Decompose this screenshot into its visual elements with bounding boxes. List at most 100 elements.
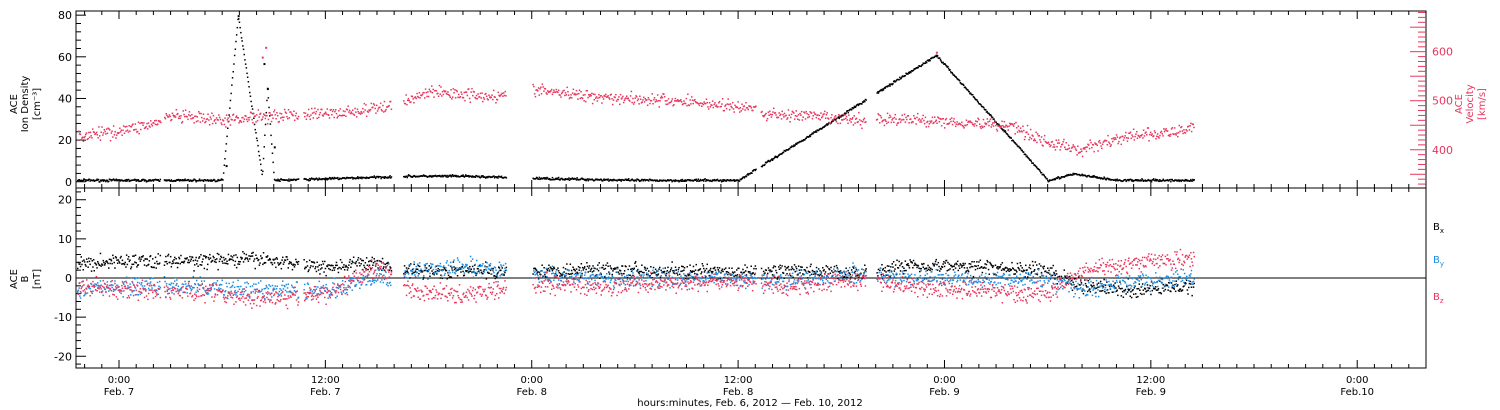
data-point: [1030, 138, 1033, 140]
data-point: [720, 270, 723, 272]
data-point: [101, 264, 104, 266]
data-point: [388, 105, 390, 107]
data-point: [79, 295, 81, 297]
data-point: [217, 119, 219, 121]
data-point: [283, 284, 285, 287]
data-point: [176, 262, 178, 264]
data-point: [557, 91, 559, 93]
data-point: [805, 137, 807, 139]
data-point: [862, 101, 865, 103]
data-point: [943, 265, 946, 268]
data-point: [1064, 276, 1067, 278]
data-point: [819, 270, 821, 272]
data-point: [1169, 178, 1171, 181]
data-point: [385, 271, 387, 273]
data-point: [1108, 292, 1110, 294]
data-point: [356, 177, 358, 179]
data-point: [184, 178, 186, 180]
data-point: [329, 290, 331, 293]
data-point: [981, 271, 984, 274]
data-point: [264, 117, 267, 120]
data-point: [262, 170, 264, 173]
data-point: [716, 106, 718, 108]
data-point: [683, 267, 686, 269]
data-point: [386, 281, 389, 284]
data-point: [452, 88, 455, 90]
data-point: [1142, 129, 1145, 131]
data-point: [969, 92, 972, 94]
data-point: [907, 73, 909, 75]
data-point: [1062, 141, 1064, 143]
data-point: [418, 273, 420, 275]
data-point: [947, 261, 949, 264]
data-point: [345, 264, 347, 267]
data-point: [212, 255, 214, 258]
data-point: [807, 114, 810, 116]
data-point: [134, 123, 137, 125]
data-point: [821, 275, 823, 277]
data-point: [912, 267, 914, 269]
data-point: [544, 177, 547, 179]
data-point: [733, 111, 735, 113]
data-point: [544, 178, 546, 180]
data-point: [407, 267, 410, 270]
data-point: [1171, 127, 1174, 129]
data-point: [899, 121, 902, 123]
data-point: [538, 176, 541, 179]
data-point: [834, 115, 837, 117]
data-point: [274, 258, 276, 260]
data-point: [143, 178, 145, 181]
data-point: [845, 112, 847, 114]
data-point: [253, 258, 256, 260]
data-point: [1002, 268, 1004, 270]
data-point: [185, 115, 188, 118]
data-point: [907, 115, 910, 117]
data-point: [793, 264, 796, 266]
data-point: [597, 269, 600, 272]
data-point: [602, 179, 605, 181]
data-point: [670, 179, 673, 182]
data-point: [1106, 281, 1108, 283]
data-point: [198, 112, 201, 115]
data-point: [1177, 131, 1180, 134]
data-point: [134, 179, 137, 181]
data-point: [306, 298, 308, 300]
data-point: [832, 118, 835, 121]
data-point: [1156, 133, 1159, 135]
data-point: [84, 135, 86, 138]
data-point: [637, 98, 640, 100]
data-point: [883, 87, 885, 90]
data-point: [157, 253, 159, 255]
data-point: [260, 119, 263, 121]
data-point: [166, 289, 168, 291]
data-point: [904, 260, 907, 262]
data-point: [423, 276, 425, 279]
data-point: [586, 262, 588, 264]
data-point: [884, 119, 886, 121]
data-point: [189, 286, 191, 288]
data-point: [1127, 178, 1129, 181]
data-point: [213, 120, 215, 122]
data-point: [654, 268, 657, 271]
data-point: [570, 273, 572, 275]
data-point: [1051, 274, 1054, 277]
data-point: [626, 97, 629, 100]
data-point: [948, 263, 951, 265]
data-point: [890, 266, 892, 268]
data-point: [1082, 148, 1085, 150]
data-point: [606, 179, 609, 181]
data-point: [809, 134, 811, 137]
data-point: [370, 260, 373, 263]
data-point: [1139, 289, 1141, 291]
b-tick-label: 10: [58, 233, 72, 246]
data-point: [464, 175, 466, 178]
data-point: [930, 57, 933, 60]
data-point: [628, 178, 630, 180]
data-point: [896, 124, 898, 126]
data-point: [314, 113, 317, 115]
data-point: [337, 271, 340, 274]
data-point: [1096, 144, 1098, 147]
data-point: [1083, 147, 1085, 149]
data-point: [229, 258, 232, 261]
